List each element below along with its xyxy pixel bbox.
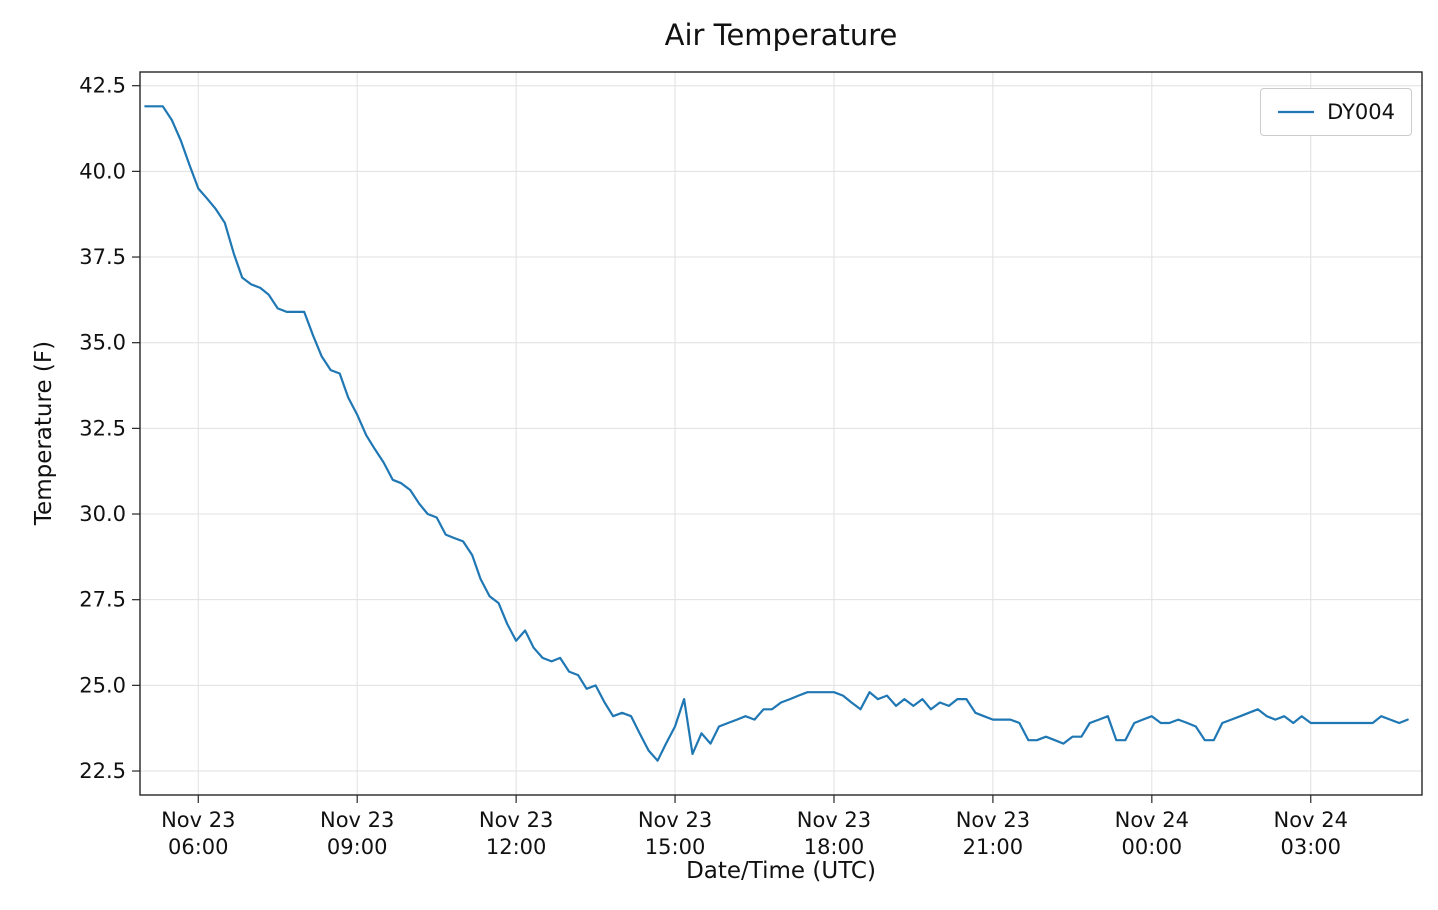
x-tick-label: Nov 23 18:00	[797, 808, 871, 859]
x-tick-label-line2: 21:00	[963, 835, 1024, 859]
x-axis-label: Date/Time (UTC)	[686, 858, 876, 884]
x-tick-label-line1: Nov 24	[1274, 808, 1348, 832]
x-tick-label-line2: 18:00	[804, 835, 865, 859]
chart-title: Air Temperature	[664, 18, 898, 52]
y-tick-label: 27.5	[79, 588, 126, 612]
x-tick-label-line2: 09:00	[327, 835, 388, 859]
x-tick-label: Nov 23 15:00	[638, 808, 712, 859]
x-tick-label-line1: Nov 23	[797, 808, 871, 832]
x-tick-label-line2: 00:00	[1122, 835, 1183, 859]
y-tick-label: 40.0	[79, 159, 126, 183]
x-tick-label-line1: Nov 23	[479, 808, 553, 832]
x-tick-label-line1: Nov 24	[1115, 808, 1189, 832]
y-axis-label: Temperature (F)	[31, 340, 57, 526]
y-tick-label: 30.0	[79, 502, 126, 526]
plot-border	[139, 71, 1423, 796]
x-tick-label: Nov 23 21:00	[956, 808, 1030, 859]
legend-line-sample	[1278, 110, 1315, 114]
y-tick-label: 32.5	[79, 416, 126, 440]
y-tick-label: 22.5	[79, 759, 126, 783]
y-tick-label: 35.0	[79, 331, 126, 355]
x-tick-label-line2: 06:00	[168, 835, 229, 859]
x-tick-label: Nov 24 03:00	[1274, 808, 1348, 859]
x-tick-label-line1: Nov 23	[161, 808, 235, 832]
x-tick-label: Nov 23 06:00	[161, 808, 235, 859]
x-tick-label-line2: 12:00	[486, 835, 547, 859]
x-tick-label-line1: Nov 23	[320, 808, 394, 832]
x-tick-label: Nov 23 12:00	[479, 808, 553, 859]
x-tick-label-line2: 03:00	[1280, 835, 1341, 859]
y-tick-label: 37.5	[79, 245, 126, 269]
x-tick-label: Nov 23 09:00	[320, 808, 394, 859]
y-tick-label: 25.0	[79, 673, 126, 697]
x-tick-label-line1: Nov 23	[956, 808, 1030, 832]
x-tick-label-line1: Nov 23	[638, 808, 712, 832]
temperature-series-line	[144, 105, 1409, 762]
legend: DY004	[1260, 88, 1412, 136]
x-tick-label-line2: 15:00	[645, 835, 706, 859]
legend-label: DY004	[1327, 100, 1395, 124]
x-tick-label: Nov 24 00:00	[1115, 808, 1189, 859]
y-tick-label: 42.5	[79, 74, 126, 98]
